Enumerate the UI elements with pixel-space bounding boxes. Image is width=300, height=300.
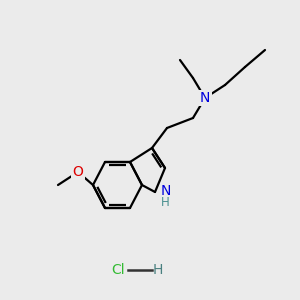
Text: O: O [73,165,83,179]
Text: N: N [161,184,171,198]
Text: H: H [161,196,170,208]
Text: Cl: Cl [111,263,125,277]
Text: N: N [200,91,210,105]
Text: H: H [153,263,163,277]
